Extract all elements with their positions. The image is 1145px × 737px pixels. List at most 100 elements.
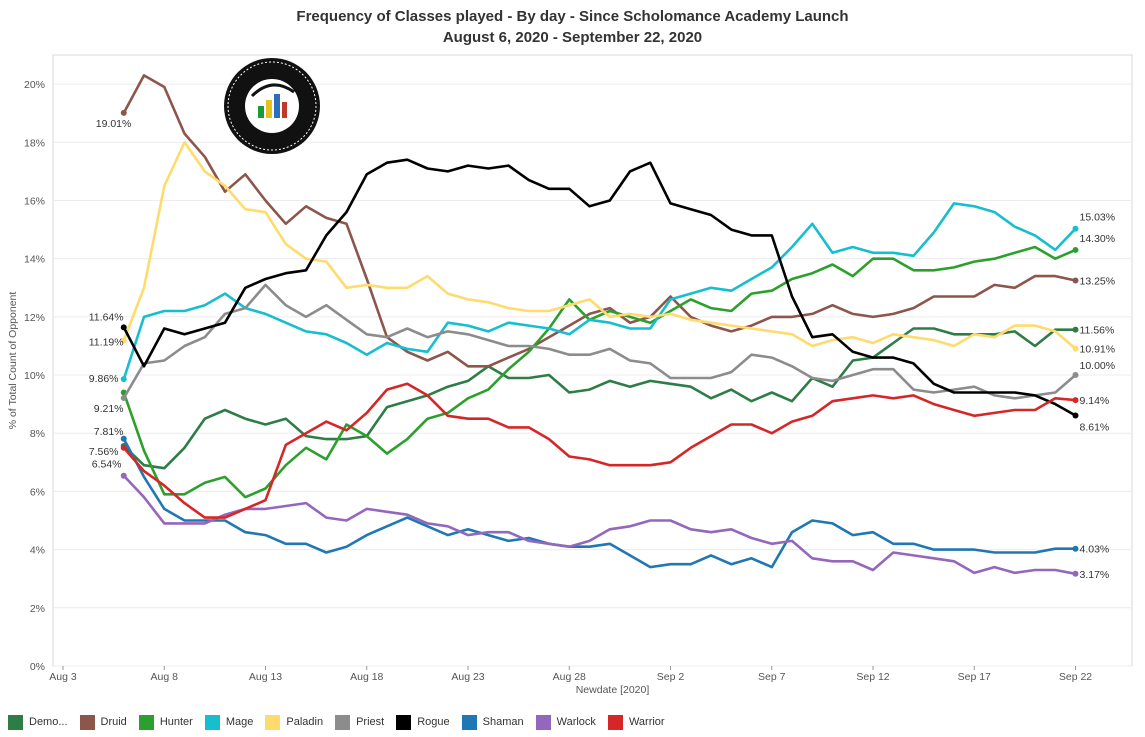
end-data-label: 15.03% [1080,212,1116,224]
series-end-marker-warrior [1072,397,1079,404]
legend-item-paladin[interactable]: Paladin [265,714,324,730]
legend-swatch [607,714,623,730]
end-data-label: 11.56% [1080,325,1115,337]
series-line-druid [122,74,1076,368]
series-line-priest [122,283,1077,400]
end-data-label: 3.17% [1080,569,1110,581]
chart-subtitle: August 6, 2020 - September 22, 2020 [442,29,703,46]
start-data-label: 9.86% [89,373,119,385]
y-tick-label: 20% [24,79,45,91]
legend-label: Rogue [417,716,450,728]
legend-item-shaman[interactable]: Shaman [461,714,524,730]
x-tick-label: Sep 12 [856,671,889,683]
legend-swatch [396,714,412,730]
legend-item-mage[interactable]: Mage [204,714,254,730]
legend-label: Druid [100,716,127,728]
legend-swatch [138,714,154,730]
y-tick-label: 16% [24,195,45,207]
x-tick-label: Sep 17 [958,671,991,683]
legend-item-warrior[interactable]: Warrior [607,714,665,730]
chart-title: Frequency of Classes played - By day - S… [296,8,849,25]
x-tick-label: Aug 23 [451,671,484,683]
series-line-demo [122,327,1076,470]
legend-label: Mage [225,716,254,728]
legend-label: Paladin [286,716,324,728]
series-start-marker-warlock [120,472,127,479]
legend-swatch [535,714,551,730]
x-tick-label: Aug 18 [350,671,383,683]
x-tick-label: Sep 2 [657,671,685,683]
legend-label: Warlock [556,716,596,728]
legend-label: Priest [356,716,385,728]
plot-frame [52,54,1133,667]
legend-item-priest[interactable]: Priest [335,714,385,730]
series-start-marker-mage [120,376,127,383]
series-start-marker-paladin [120,337,127,344]
x-tick-label: Aug 8 [151,671,179,683]
series-end-marker-rogue [1072,412,1079,419]
x-tick-label: Sep 22 [1059,671,1092,683]
series-end-marker-hunter [1072,246,1079,253]
data-reaper-logo [224,58,320,154]
series-line-shaman [122,438,1076,569]
y-tick-label: 6% [30,486,45,498]
series-end-marker-mage [1072,225,1079,232]
series-line-mage [122,202,1077,380]
series-line-warlock [122,474,1076,576]
end-data-label: 4.03% [1080,544,1110,556]
series-end-marker-warlock [1072,570,1079,577]
x-tick-label: Aug 3 [49,671,77,683]
end-data-label: 10.00% [1080,360,1116,372]
legend-item-hunter[interactable]: Hunter [138,714,193,730]
y-tick-label: 0% [30,661,45,673]
series-start-marker-shaman [120,435,127,442]
legend-swatch [204,714,220,730]
y-tick-label: 10% [24,370,45,382]
series-line-warrior [122,382,1076,519]
legend-swatch [335,714,351,730]
x-axis-title: Newdate [2020] [576,684,650,696]
legend-swatch [8,714,23,730]
start-data-label: 19.01% [96,118,132,130]
x-tick-label: Sep 7 [758,671,786,683]
legend-label: Shaman [482,716,524,728]
end-data-label: 9.14% [1080,395,1110,407]
legend-swatch [461,714,477,730]
start-data-label: 7.81% [94,426,124,438]
start-data-label: 7.56% [89,446,119,458]
series-end-marker-druid [1072,277,1079,284]
series-start-marker-rogue [120,324,127,331]
legend-item-warlock[interactable]: Warlock [535,714,596,730]
legend-item-druid[interactable]: Druid [79,714,127,730]
legend-label: Hunter [159,716,193,728]
y-tick-label: 2% [30,603,45,615]
legend-label: Demo... [29,716,68,728]
y-axis-title: % of Total Count of Opponent [7,292,19,430]
series-end-marker-priest [1072,372,1079,379]
start-data-label: 11.64% [89,311,124,323]
chart-legend: Demo... Druid Hunter Mage Paladin Priest Rogue… [8,713,677,731]
series-line-hunter [122,245,1077,499]
y-tick-label: 4% [30,545,45,557]
y-tick-label: 18% [24,137,45,149]
end-data-label: 10.91% [1080,344,1116,356]
x-tick-label: Aug 13 [249,671,282,683]
legend-label: Warrior [628,716,665,728]
legend-swatch [265,714,281,730]
x-tick-label: Aug 28 [553,671,586,683]
series-start-marker-druid [120,109,127,116]
end-data-label: 13.25% [1080,275,1116,287]
series-end-marker-paladin [1072,345,1079,352]
series-end-marker-shaman [1072,545,1079,552]
start-data-label: 11.19% [89,336,124,348]
legend-item-rogue[interactable]: Rogue [396,714,450,730]
start-data-label: 6.54% [92,459,122,471]
legend-item-demo[interactable]: Demo... [8,714,68,730]
y-tick-label: 12% [24,312,45,324]
legend-swatch [79,714,95,730]
y-tick-label: 14% [24,254,45,266]
series-start-marker-warrior [120,444,127,451]
start-data-label: 9.21% [94,403,124,415]
y-tick-label: 8% [30,428,45,440]
